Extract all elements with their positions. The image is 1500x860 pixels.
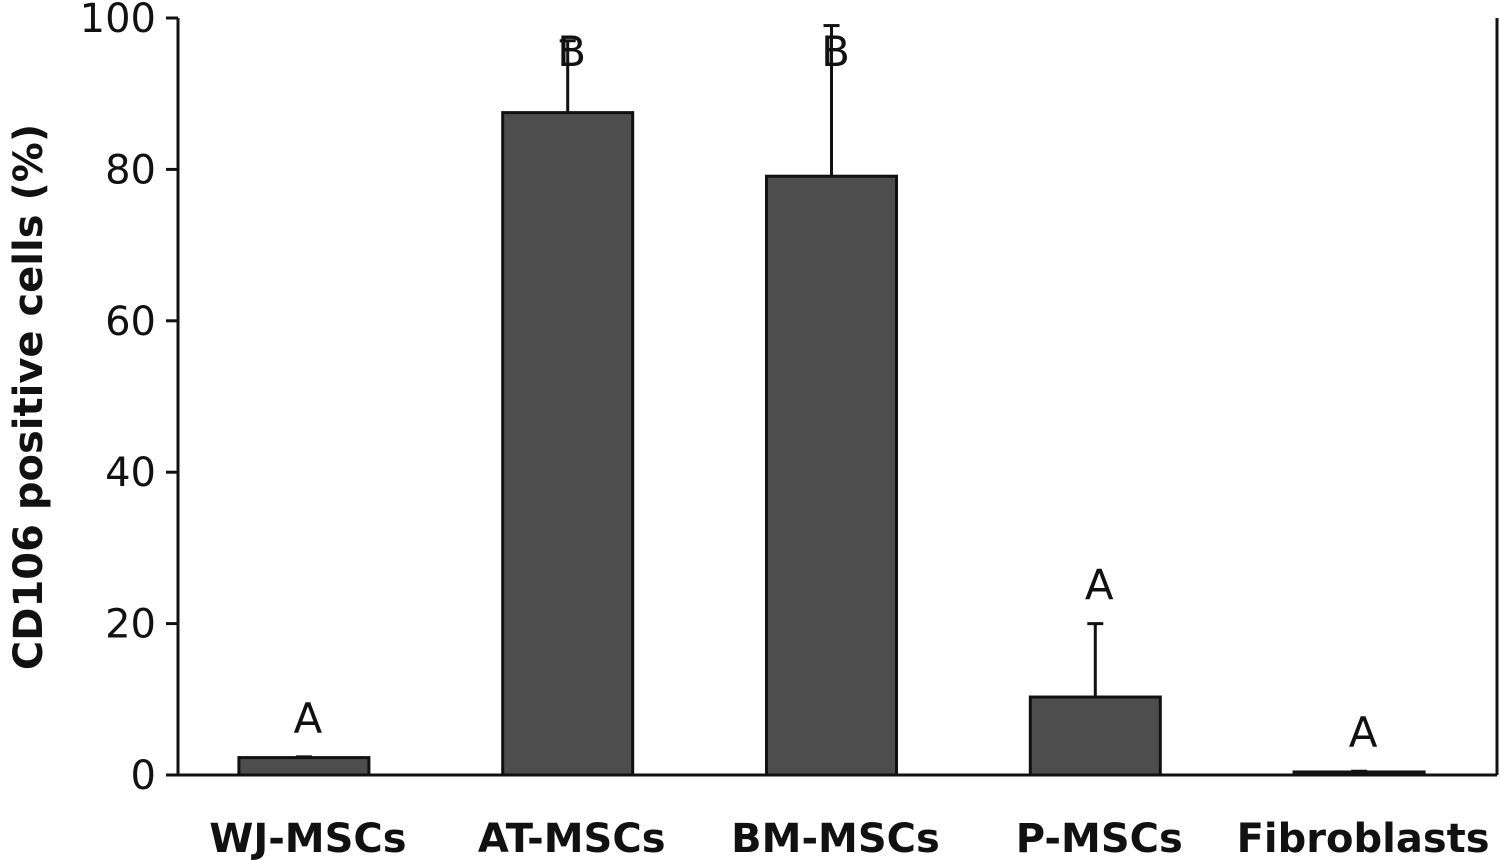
bar-bm-mscs: [765, 174, 898, 777]
y-tick-label: 60: [105, 299, 156, 345]
significance-label: A: [1349, 708, 1378, 757]
bar-wj-mscs: [237, 756, 371, 777]
x-category-label: WJ-MSCs: [209, 816, 406, 860]
bars: [237, 111, 1426, 777]
error-bars: [295, 24, 1368, 773]
x-category-label: BM-MSCs: [731, 816, 940, 860]
x-category-label: AT-MSCs: [478, 816, 666, 860]
significance-label: A: [294, 694, 323, 743]
y-axis-label: CD106 positive cells (%): [6, 124, 52, 670]
x-axis-category-labels: WJ-MSCs AT-MSCs BM-MSCs P-MSCs Fibroblasts: [209, 816, 1489, 860]
y-axis-ticks: 0 20 40 60 80 100: [80, 0, 178, 799]
significance-labels: A B B A A: [294, 27, 1378, 757]
bar-at-mscs: [501, 111, 635, 777]
significance-label: A: [1085, 561, 1114, 610]
y-tick-label: 100: [80, 0, 156, 42]
x-category-label: P-MSCs: [1016, 816, 1183, 860]
x-category-label: Fibroblasts: [1237, 816, 1490, 860]
y-tick-label: 40: [105, 450, 156, 496]
y-tick-label: 20: [105, 602, 156, 648]
significance-label: B: [557, 27, 586, 76]
y-tick-label: 80: [105, 147, 156, 193]
bar-p-mscs: [1028, 695, 1162, 777]
y-tick-label: 0: [131, 753, 156, 799]
significance-label: B: [821, 27, 850, 76]
